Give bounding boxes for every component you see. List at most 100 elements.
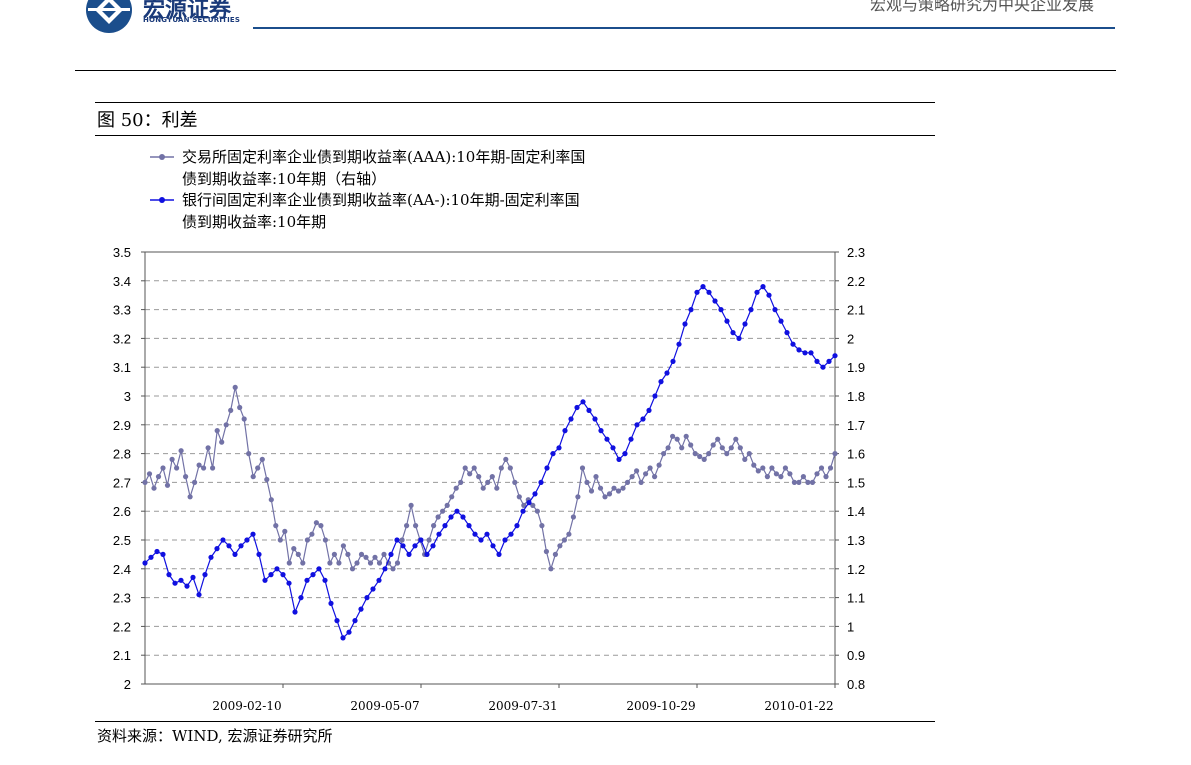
series-1-point	[597, 485, 604, 491]
series-1-point	[575, 494, 581, 500]
series-1-point	[458, 479, 464, 485]
brand-name-en: HONGYUAN SECURITIES	[143, 16, 241, 24]
series-2-point	[268, 572, 274, 578]
series-2-point	[628, 436, 634, 442]
series-1-point	[196, 462, 202, 468]
series-1-point	[751, 462, 757, 468]
series-1-point	[543, 548, 550, 555]
right-tick-label: 1.2	[847, 562, 865, 577]
series-2-point	[418, 537, 424, 543]
series-1-point	[223, 422, 229, 428]
right-tick-label: 1.6	[847, 447, 865, 462]
right-tick-label: 2	[847, 331, 854, 346]
series-1-point	[661, 451, 667, 457]
series-2-point	[520, 508, 526, 514]
left-tick-label: 3.5	[113, 245, 131, 260]
series-1-point	[214, 428, 220, 434]
left-tick-label: 3.3	[113, 303, 131, 318]
series-1-point	[192, 479, 198, 485]
series-2-point	[388, 551, 394, 558]
series-1-point	[394, 560, 401, 566]
series-lines	[142, 284, 838, 641]
series-1-point	[313, 520, 319, 526]
series-2	[142, 284, 838, 641]
series-1-point	[534, 508, 541, 514]
plot-area-frame	[144, 251, 836, 685]
series-2-point	[784, 330, 790, 336]
series-2-point	[556, 445, 562, 451]
series-2-line	[144, 285, 836, 639]
series-2-point	[466, 523, 472, 529]
series-1-point	[665, 445, 671, 451]
series-1-point	[426, 537, 432, 543]
series-2-point	[748, 307, 754, 313]
series-1-point	[814, 471, 820, 477]
series-1-point	[358, 551, 365, 558]
series-1-point	[471, 465, 477, 471]
left-tick-label: 2.4	[113, 562, 131, 577]
series-2-point	[154, 548, 160, 555]
x-tick-label: 2010-01-22	[764, 699, 833, 713]
series-1-point	[498, 465, 504, 471]
series-2-point	[598, 428, 604, 434]
series-2-point	[226, 543, 232, 549]
series-1-point	[142, 479, 148, 485]
series-2-point	[250, 531, 256, 537]
series-1-point	[552, 551, 559, 558]
series-1-point	[304, 537, 310, 543]
series-2-point	[220, 537, 226, 543]
series-1-point	[615, 488, 622, 494]
series-1-point	[354, 560, 360, 566]
series-2-point	[754, 289, 760, 295]
series-2-point	[322, 577, 328, 583]
series-1-point	[431, 523, 437, 529]
series-2-point	[304, 577, 310, 583]
series-1-point	[381, 551, 387, 558]
series-2-point	[382, 566, 388, 572]
series-1-point	[345, 551, 351, 558]
series-2-point	[724, 318, 730, 324]
series-1-point	[512, 479, 518, 485]
series-1-point	[273, 523, 279, 529]
series-2-point	[448, 514, 454, 520]
series-2-point	[682, 321, 688, 327]
series-1-point	[656, 462, 662, 468]
series-1-point	[440, 508, 446, 514]
series-1-point	[507, 465, 513, 471]
right-tick-label: 1.3	[847, 533, 865, 548]
series-2-point	[544, 465, 550, 471]
series-2-point	[190, 574, 196, 581]
series-1-point	[485, 479, 491, 485]
series-1-point	[210, 465, 216, 471]
series-1-point	[566, 531, 572, 537]
series-1-point	[291, 546, 297, 552]
series-2-point	[202, 572, 208, 578]
series-1-point	[539, 523, 545, 529]
series-1-point	[643, 471, 649, 477]
left-tick-label: 3	[124, 389, 131, 404]
series-1-point	[205, 445, 211, 451]
series-2-point	[358, 606, 364, 612]
series-1-point	[746, 451, 752, 457]
series-1-point	[476, 474, 482, 480]
series-2-point	[424, 551, 430, 558]
series-1-point	[742, 456, 748, 462]
series-1-point	[760, 465, 766, 471]
series-1-point	[268, 497, 274, 503]
series-1-point	[548, 566, 554, 572]
series-1-point	[340, 543, 346, 549]
series-1-point	[719, 445, 725, 451]
series-2-point	[574, 404, 580, 411]
left-tick-label: 2.1	[113, 648, 131, 663]
series-1-point	[638, 479, 644, 485]
series-2-point	[346, 629, 352, 635]
legend-label-series-2-line-1: 银行间固定利率企业债到期收益率(AA-):10年期-固定利率国	[182, 191, 580, 209]
left-tick-label: 2.8	[113, 447, 131, 462]
series-1-point	[818, 465, 825, 471]
right-tick-label: 1.7	[847, 418, 865, 433]
series-1-point	[232, 384, 238, 390]
series-2-point	[166, 572, 172, 578]
series-2-point	[238, 543, 244, 549]
left-tick-label: 2.2	[113, 619, 131, 634]
series-1-point	[408, 502, 414, 508]
